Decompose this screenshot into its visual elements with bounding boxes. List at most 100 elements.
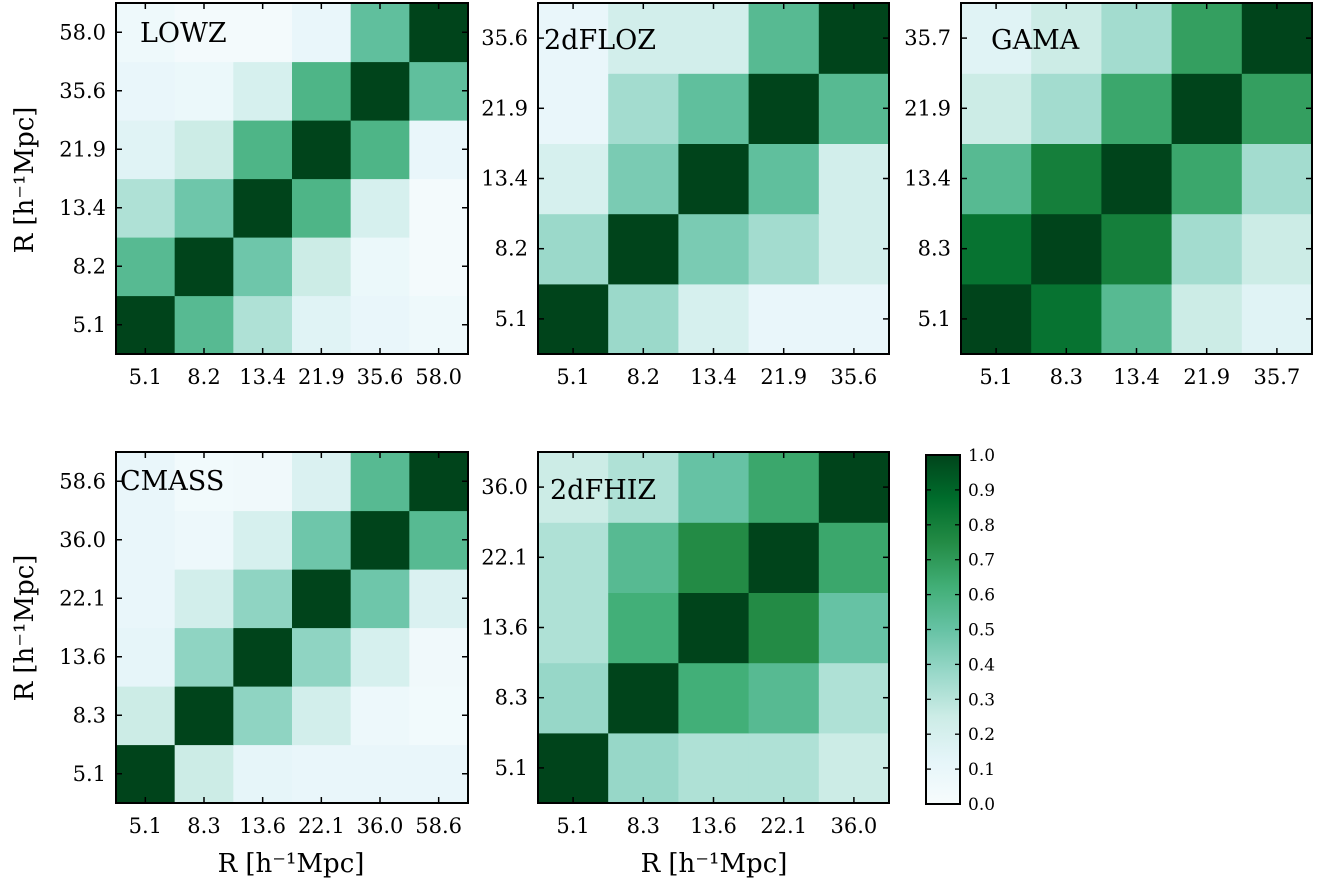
heatmap-cell xyxy=(678,283,750,355)
panel-frame xyxy=(115,2,469,355)
colorbar: 0.0 0.1 0.2 0.3 0.4 0.5 0.6 0.7 0.8 0.9 1.0 xyxy=(925,446,995,815)
y-tick-label: 5.1 xyxy=(495,307,528,331)
heatmap-cell xyxy=(292,3,352,63)
heatmap-cell xyxy=(748,3,820,74)
heatmap-cell xyxy=(1171,213,1243,285)
heatmap-cell xyxy=(818,73,890,144)
heatmap-cell xyxy=(961,213,1032,285)
heatmap-cell xyxy=(409,627,469,687)
heatmap-cell xyxy=(961,283,1032,355)
heatmap-cell xyxy=(748,452,820,523)
heatmap-cell xyxy=(538,452,609,523)
heatmap-cell xyxy=(608,592,679,664)
heatmap-cell xyxy=(538,3,609,74)
x-tick-label: 13.4 xyxy=(239,365,286,389)
heatmap-cell xyxy=(116,744,176,804)
heatmap-cell xyxy=(818,592,890,664)
y-tick-label: 36.0 xyxy=(59,528,106,552)
heatmap-cell xyxy=(1031,283,1102,355)
heatmap-panels: 5.1 5.1 8.2 8.2 13.4 13.4 21.9 21.9 35.6 35.6 58.0… xyxy=(59,2,1313,838)
heatmap-cell xyxy=(1241,143,1313,215)
heatmap-cell xyxy=(116,510,176,570)
colorbar-tick-label: 0.2 xyxy=(968,725,995,745)
x-axis-label-left: R [h⁻¹Mpc] xyxy=(218,849,365,879)
heatmap-cell xyxy=(116,686,176,746)
heatmap-cell xyxy=(409,744,469,804)
heatmap-cell xyxy=(174,3,234,63)
x-tick-label: 36.0 xyxy=(831,814,878,838)
y-tick-label: 8.2 xyxy=(73,254,106,278)
heatmap-cell xyxy=(818,213,890,285)
heatmap-cell xyxy=(233,61,293,121)
heatmap-cell xyxy=(1101,283,1173,355)
heatmap-cell xyxy=(174,686,234,746)
heatmap-cell xyxy=(174,627,234,687)
heatmap-cell xyxy=(538,662,609,734)
heatmap-cell xyxy=(116,178,176,238)
y-tick-label: 22.1 xyxy=(481,545,528,569)
heatmap-cell xyxy=(1171,73,1243,144)
y-tick-label: 13.4 xyxy=(59,196,106,220)
colorbar-tick-label: 0.0 xyxy=(968,795,995,815)
x-tick-label: 35.6 xyxy=(831,365,878,389)
heatmap-cell xyxy=(748,662,820,734)
heatmap-cell xyxy=(748,592,820,664)
heatmap-cell xyxy=(678,522,750,593)
y-tick-label: 21.9 xyxy=(904,96,951,120)
heatmap-cell xyxy=(1031,3,1102,74)
heatmap-cell xyxy=(409,452,469,512)
heatmap-cell xyxy=(116,452,176,512)
y-tick-label: 5.1 xyxy=(73,762,106,786)
x-tick-label: 58.6 xyxy=(415,814,462,838)
heatmap-cell xyxy=(350,120,410,180)
heatmap-cell xyxy=(233,295,293,355)
heatmap-cell xyxy=(1101,143,1173,215)
heatmap-cell xyxy=(174,569,234,629)
heatmap-cell xyxy=(409,61,469,121)
heatmap-panel-2dfloz: 5.1 5.1 8.2 8.2 13.4 13.4 21.9 21.9 35.6 35.6 2dFL… xyxy=(481,2,890,389)
heatmap-cell xyxy=(818,452,890,523)
heatmap-cell xyxy=(292,569,352,629)
heatmap-cell xyxy=(174,744,234,804)
heatmap-cell xyxy=(174,178,234,238)
heatmap-cell xyxy=(1241,213,1313,285)
heatmap-cell xyxy=(233,569,293,629)
y-tick-label: 13.4 xyxy=(481,167,528,191)
heatmap-cell xyxy=(538,522,609,593)
x-tick-label: 5.1 xyxy=(979,365,1012,389)
heatmap-cell xyxy=(292,237,352,297)
x-tick-label: 5.1 xyxy=(129,814,162,838)
heatmap-cell xyxy=(174,237,234,297)
colorbar-tick-label: 0.6 xyxy=(968,586,995,606)
heatmap-cell xyxy=(409,120,469,180)
heatmap-cell xyxy=(1241,73,1313,144)
heatmap-cell xyxy=(116,569,176,629)
heatmap-cell xyxy=(350,295,410,355)
heatmap-cell xyxy=(1171,283,1243,355)
x-tick-label: 21.9 xyxy=(760,365,807,389)
heatmap-cell xyxy=(678,3,750,74)
x-tick-label: 35.6 xyxy=(357,365,404,389)
heatmap-cell xyxy=(233,3,293,63)
heatmap-cell xyxy=(292,686,352,746)
heatmap-cell xyxy=(961,3,1032,74)
heatmap-panel-2dfhiz: 5.1 5.1 8.3 8.3 13.6 13.6 22.1 22.1 36.0 36.0 2dFH… xyxy=(481,451,890,838)
y-tick-label: 36.0 xyxy=(481,475,528,499)
heatmap-cell xyxy=(292,627,352,687)
heatmap-cell xyxy=(350,178,410,238)
heatmap-cell xyxy=(748,522,820,593)
x-tick-label: 5.1 xyxy=(129,365,162,389)
heatmap-cell xyxy=(608,73,679,144)
panel-title: GAMA xyxy=(991,25,1080,56)
heatmap-cell xyxy=(233,510,293,570)
heatmap-cell xyxy=(818,143,890,215)
heatmap-cell xyxy=(818,662,890,734)
x-tick-label: 35.7 xyxy=(1254,365,1301,389)
heatmap-cell xyxy=(1031,143,1102,215)
heatmap-cell xyxy=(350,627,410,687)
heatmap-cell xyxy=(1031,213,1102,285)
x-axis-label-right: R [h⁻¹Mpc] xyxy=(641,849,788,879)
colorbar-tick-label: 1.0 xyxy=(968,446,995,466)
heatmap-panel-gama: 5.1 5.1 8.3 8.3 13.4 13.4 21.9 21.9 35.7 35.7 GAMA xyxy=(904,2,1313,389)
x-tick-label: 8.2 xyxy=(627,365,660,389)
